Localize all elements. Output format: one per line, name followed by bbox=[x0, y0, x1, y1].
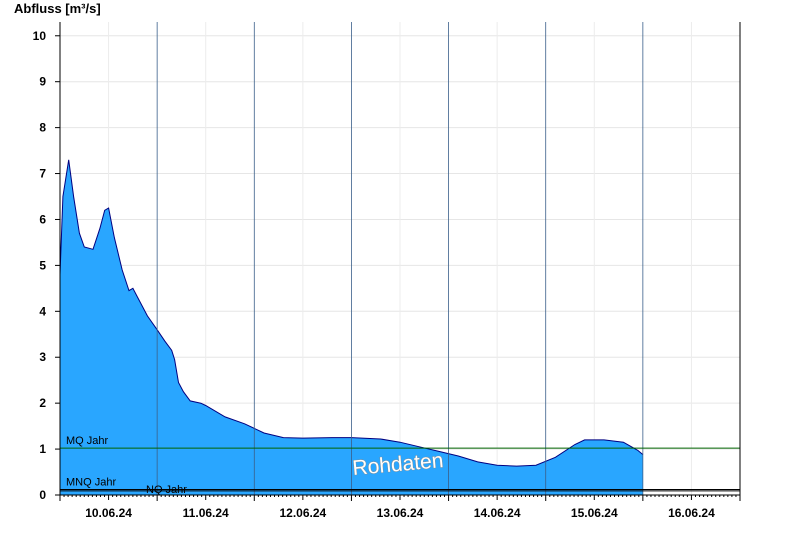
y-tick-label: 8 bbox=[39, 121, 46, 135]
discharge-area bbox=[60, 159, 643, 496]
reference-lines: MQ Jahr MNQ Jahr NQ Jahr bbox=[60, 435, 740, 496]
x-tick-label: 15.06.24 bbox=[571, 506, 618, 520]
y-tick-label: 1 bbox=[39, 442, 46, 456]
reference-label: MNQ Jahr bbox=[66, 476, 116, 488]
discharge-line bbox=[59, 159, 644, 467]
y-tick-label: 9 bbox=[39, 75, 46, 89]
reference-label: MQ Jahr bbox=[66, 435, 109, 447]
y-axis-label: Abfluss [m³/s] bbox=[14, 1, 101, 16]
x-tick-label: 13.06.24 bbox=[377, 506, 424, 520]
y-axis-ticks: 0 1 2 3 4 5 6 7 8 9 10 bbox=[33, 29, 60, 502]
x-tick-label: 11.06.24 bbox=[183, 506, 229, 520]
plot-frame bbox=[56, 22, 741, 496]
y-tick-label: 5 bbox=[39, 258, 46, 272]
reference-label: NQ Jahr bbox=[146, 484, 187, 496]
day-separator-lines bbox=[156, 22, 644, 495]
x-tick-label: 14.06.24 bbox=[474, 506, 521, 520]
y-tick-label: 6 bbox=[39, 212, 46, 226]
y-tick-label: 2 bbox=[39, 396, 46, 410]
vertical-gridlines bbox=[108, 22, 692, 495]
x-tick-label: 16.06.24 bbox=[668, 506, 715, 520]
x-tick-label: 12.06.24 bbox=[279, 506, 326, 520]
x-axis-ticks: 10.06.24 11.06.24 12.06.24 13.06.24 14.06.24… bbox=[59, 495, 741, 520]
y-tick-label: 7 bbox=[39, 167, 46, 181]
y-tick-label: 4 bbox=[39, 304, 46, 318]
y-tick-label: 10 bbox=[33, 29, 47, 43]
x-tick-label: 10.06.24 bbox=[85, 506, 132, 520]
y-tick-label: 0 bbox=[39, 488, 46, 502]
y-tick-label: 3 bbox=[39, 350, 46, 364]
